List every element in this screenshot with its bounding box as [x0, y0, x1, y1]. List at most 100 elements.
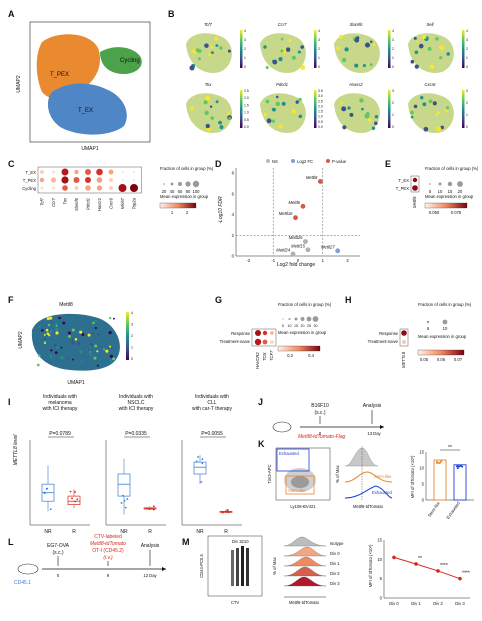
d-xtick: -2 [247, 258, 251, 263]
gene-umap-point [422, 102, 427, 107]
k-hist-label-exhausted: Exhausted [372, 490, 392, 495]
gene-umap-point [437, 111, 440, 115]
gene-umap-point [364, 42, 371, 48]
gene-umap-grid: Tcf7 4 3 2 1 0 Ccr7 4 3 2 1 0 Slamf6 4 3 2 1 0 Sell 4 3 2 1 0 To… [186, 22, 468, 133]
f-umap-point [89, 343, 94, 347]
gene-umap-point [271, 108, 275, 111]
gene-umap-cloud [186, 33, 232, 73]
g-dot [262, 339, 268, 345]
e-size-title: Fraction of cells in group (%) [425, 166, 479, 171]
gene-umap-scale-tick: 1 [392, 56, 394, 60]
m-line-ytick: 0 [380, 596, 383, 601]
i-box [117, 473, 131, 497]
f-umap-point [96, 350, 99, 353]
d-point-mettl27 [335, 248, 341, 254]
m-line-xtick: Div 3 [455, 601, 465, 606]
i-point [227, 511, 230, 514]
c-size-legend-dot [192, 180, 200, 188]
umap-a-xlabel: UMAP1 [81, 146, 98, 152]
gene-umap-point [339, 34, 344, 39]
f-umap-point [41, 329, 44, 332]
cluster-label-cycling: Cycling [120, 58, 140, 64]
f-umap-point [43, 333, 46, 336]
m-line-xtick: Div 0 [389, 601, 399, 606]
d-ytick: 6 [232, 191, 235, 196]
f-umap-points [36, 316, 116, 367]
k-bar-ytick: 5 [422, 482, 425, 487]
d-point-label: Mettl15 [291, 243, 305, 248]
gene-umap-colorbar [314, 90, 317, 128]
f-umap-point [55, 322, 58, 326]
i-point [123, 499, 126, 502]
gene-umap-scale-tick: 1.0 [244, 111, 249, 115]
c-color-tick-2: 2 [186, 210, 189, 215]
d-point-mettl15 [305, 247, 311, 253]
i-point [148, 508, 151, 511]
gene-umap-scale-tick: 2 [466, 101, 468, 105]
gene-umap-scale-tick: 2.0 [318, 104, 323, 108]
g-col-havcr2: HAVCR2 [255, 352, 260, 369]
gene-umap-point [340, 101, 343, 105]
k-bar-chart: 0 5 10 15 Stem-like Exhausted ** [419, 445, 474, 520]
panel-letter-g: G [215, 295, 222, 305]
gene-umap-scale-tick: 1.5 [244, 103, 249, 107]
cluster-label-ex: T_EX [78, 108, 93, 114]
m-hist-label: Div 2 [330, 571, 340, 576]
d-xtick: 1 [322, 258, 325, 263]
gene-umap-point [195, 48, 200, 53]
c-dot [121, 179, 124, 181]
cluster-pex-region [36, 34, 101, 99]
c-dot [130, 184, 138, 192]
k-hist-label-stemlike: Stem-like [374, 474, 392, 479]
c-dot [118, 184, 127, 192]
m-facs-div-peaks [231, 546, 249, 586]
i-xlabel-r: R [72, 529, 76, 535]
c-dot [73, 177, 80, 183]
c-size-tick: 20 [162, 189, 167, 194]
h-row-naive: Treatment-naive [368, 339, 399, 344]
gene-umap-scale-tick: 1 [244, 56, 246, 60]
i-point [74, 500, 76, 503]
m-gate-label: Div 3210 [232, 539, 249, 544]
panel-g: G Response Treatment-naive HAVCR2 TOX TC… [215, 295, 332, 369]
f-umap-point [72, 358, 74, 361]
i-boxplot-1: Individuals with melanoma with ICI therapy… [29, 394, 90, 535]
f-umap-point [109, 354, 114, 358]
m-line-point [458, 576, 462, 581]
e-size-tick: 15 [448, 189, 453, 194]
f-umap-point [47, 323, 51, 327]
f-umap-point [67, 357, 70, 360]
gene-umap-point [205, 123, 210, 129]
gene-umap-title: Sell [427, 22, 435, 27]
c-row-label: T_EX [26, 170, 37, 175]
panel-letter-k: K [258, 439, 265, 449]
d-point-label: Mettl24 [276, 247, 290, 252]
umap-a-ylabel: UMAP2 [16, 75, 22, 92]
k-bar-ytick: 15 [419, 450, 424, 455]
m-hist-1 [283, 546, 327, 557]
f-umap-point [71, 341, 75, 345]
panel-a: A T_PEX T_EX Cycling UMAP2 UMAP1 [8, 9, 151, 152]
f-umap-point [92, 332, 95, 335]
gene-umap-scale-tick: 1 [466, 113, 468, 117]
e-row-tex: T_EX [399, 178, 410, 183]
i-boxplot-2: Individuals with NSCLC with ICI therapy P=0… [105, 394, 166, 535]
m-stacked-histograms: Isotype Div 0 Div 1 Div 2 Div 3 [283, 536, 344, 598]
i-point [120, 502, 123, 504]
gene-umap-scale-tick: 0.0 [244, 125, 249, 129]
f-umap-point [50, 349, 53, 352]
gene-umap-point [439, 44, 445, 50]
f-umap-point [109, 316, 112, 320]
f-umap-point [96, 364, 99, 367]
c-size-legend-dot [178, 182, 182, 186]
f-umap-point [80, 360, 83, 363]
e-row-tpex: T_PEX [396, 186, 409, 191]
e-size-dot [438, 182, 442, 186]
f-umap-point [87, 350, 90, 353]
gene-umap-havcr2: Havcr2 3 2 1 0 [334, 82, 394, 133]
gene-umap-point [214, 36, 219, 41]
gene-umap-colorbar [240, 30, 243, 68]
m-facs-plot [207, 535, 263, 597]
d-point-mettl16 [293, 215, 298, 221]
d-legend-fc: Log2 FC [297, 159, 313, 164]
